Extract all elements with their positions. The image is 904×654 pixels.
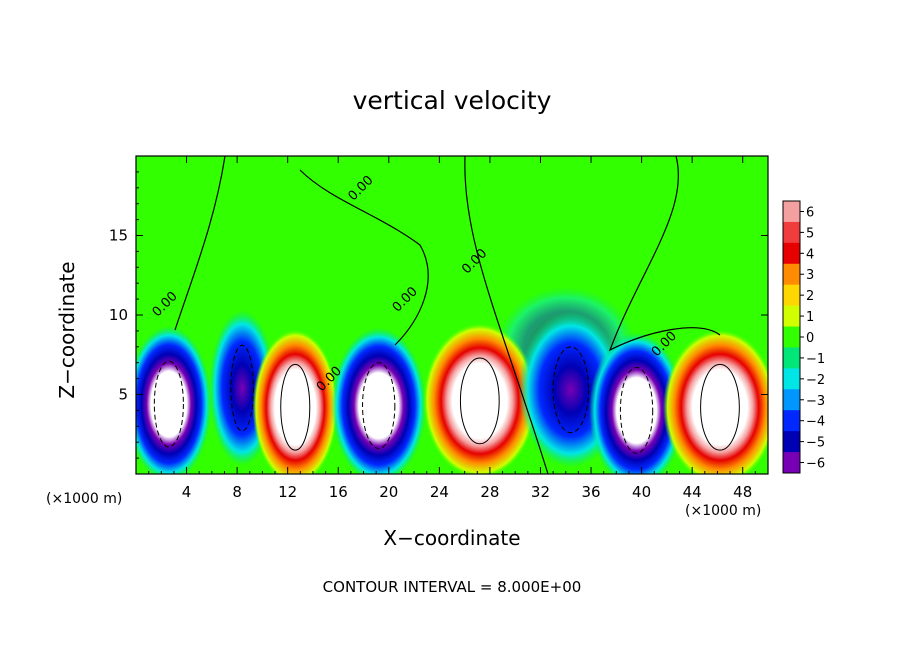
x-tick-label-32: 32 [531, 483, 550, 501]
downdraft-cell-1 [136, 326, 212, 474]
colorbar-swatch-4 [783, 284, 800, 307]
y-axis-label: Z−coordinate [55, 261, 79, 399]
x-tick-label-20: 20 [379, 483, 398, 501]
updraft-cell-5 [422, 322, 537, 474]
contour-line-inner-6 [552, 346, 590, 434]
x-tick-label-8: 8 [232, 483, 242, 501]
x-tick-label-40: 40 [632, 483, 651, 501]
x-unit-label-left: (×1000 m) [46, 491, 123, 507]
x-tick-label-16: 16 [329, 483, 348, 501]
downdraft-cell-4 [331, 327, 427, 474]
colorbar-tick-label-10: −4 [806, 415, 825, 430]
zero-contour-1 [174, 156, 226, 331]
x-tick-label-28: 28 [480, 483, 499, 501]
updraft-cell-8 [662, 329, 768, 474]
velocity-field: 0.000.000.000.000.000.00 [136, 156, 768, 474]
colorbar-tick-label-6: 0 [806, 331, 814, 346]
colorbar-swatch-10 [783, 410, 800, 432]
colorbar-tick-label-0: 6 [806, 205, 814, 220]
contour-line-inner-8 [700, 363, 740, 451]
contour-line-inner-5 [459, 357, 500, 445]
zero-contour-4 [608, 156, 721, 352]
contour-line-inner-2 [230, 344, 254, 432]
colorbar-swatch-2 [783, 242, 800, 265]
colorbar-tick-label-3: 3 [806, 268, 814, 283]
zero-contour-2 [299, 169, 429, 346]
colorbar-tick-label-1: 5 [806, 226, 814, 241]
colorbar-tick-label-7: −1 [806, 352, 825, 367]
x-tick-label-24: 24 [430, 483, 449, 501]
colorbar-tick-label-11: −5 [806, 436, 825, 451]
colorbar-tick-label-8: −2 [806, 373, 825, 388]
x-tick-label-12: 12 [278, 483, 297, 501]
chart-title: vertical velocity [352, 86, 552, 115]
zero-contour-3 [464, 156, 549, 474]
x-tick-label-36: 36 [581, 483, 600, 501]
colorbar-swatch-11 [783, 431, 800, 453]
colorbar-swatch-5 [783, 305, 800, 328]
colorbar-swatch-1 [783, 221, 800, 244]
colorbar-swatch-0 [783, 201, 800, 223]
x-tick-label-4: 4 [182, 483, 192, 501]
colorbar-swatch-7 [783, 347, 800, 369]
colorbar: 6 5 4 3 2 1 0 −1 −2 −3 −4 −5 −6 [782, 200, 825, 474]
x-unit-label-right: (×1000 m) [685, 503, 762, 519]
colorbar-tick-label-12: −6 [806, 457, 825, 472]
contour-line-inner-7 [619, 367, 654, 454]
y-tick-label-15: 15 [109, 227, 128, 245]
downdraft-cell-7 [589, 332, 685, 474]
colorbar-tick-label-5: 1 [806, 310, 814, 325]
colorbar-swatch-9 [783, 389, 800, 411]
contour-line-inner-4 [362, 362, 396, 450]
colorbar-swatch-12 [783, 452, 800, 474]
plot-area: 0.000.000.000.000.000.004 8 12 16 20 24 28 32 36… [109, 155, 769, 501]
contour-interval-text: CONTOUR INTERVAL = 8.000E+00 [322, 578, 582, 596]
colorbar-swatch-8 [783, 368, 800, 390]
colorbar-tick-label-9: −3 [806, 394, 825, 409]
colorbar-swatch-3 [783, 263, 800, 286]
y-tick-label-5: 5 [118, 386, 128, 404]
colorbar-swatch-6 [783, 326, 800, 348]
y-tick-label-10: 10 [109, 306, 128, 324]
updraft-cell-3 [252, 329, 339, 474]
colorbar-tick-label-4: 2 [806, 289, 814, 304]
contour-line-inner-1 [153, 360, 184, 448]
contour-line-inner-3 [280, 363, 311, 451]
colorbar-tick-label-2: 4 [806, 247, 814, 262]
x-tick-label-48: 48 [733, 483, 752, 501]
x-tick-label-44: 44 [683, 483, 702, 501]
x-axis-label: X−coordinate [383, 526, 521, 550]
